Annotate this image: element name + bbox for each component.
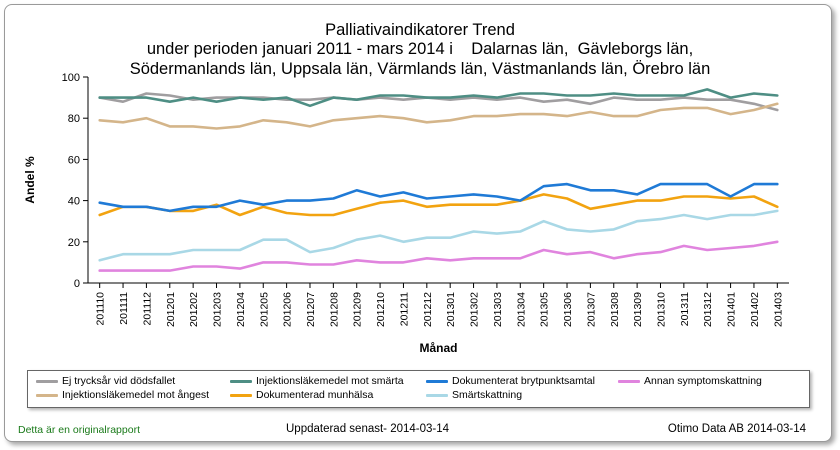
x-tick-label: 201110 <box>95 292 107 326</box>
y-tick-label: 100 <box>62 72 80 84</box>
x-tick-label: 201303 <box>492 292 504 327</box>
x-tick-label: 201112 <box>141 292 153 326</box>
legend-item-munhalsa: Dokumenterad munhälsa <box>230 389 373 401</box>
x-tick-label: 201308 <box>609 292 621 327</box>
x-tick-label: 201212 <box>422 292 434 327</box>
legend-label: Dokumenterad munhälsa <box>256 389 374 401</box>
x-tick-label: 201307 <box>585 292 597 327</box>
chart-title-line-3: Södermanlands län, Uppsala län, Värmland… <box>129 60 711 78</box>
x-tick-label: 201111 <box>118 292 130 325</box>
legend-swatch <box>426 379 448 383</box>
y-tick-label: 40 <box>68 196 80 208</box>
series-line-6 <box>98 240 779 272</box>
legend-swatch <box>230 393 252 397</box>
x-axis-label: Månad <box>419 341 457 355</box>
x-tick-label: 201403 <box>772 292 784 327</box>
trend-chart: 0 20 40 60 80 100 201110 201111 201112 201201 2012… <box>23 72 789 355</box>
legend-label: Injektionsläkemedel mot ångest <box>62 389 210 401</box>
x-tick-label: 201401 <box>726 292 738 327</box>
x-tick-label: 201205 <box>258 292 270 327</box>
x-tick-label: 201302 <box>469 292 481 327</box>
x-tick-label: 201201 <box>165 292 177 327</box>
x-tick-label: 201211 <box>398 292 410 326</box>
x-tick-label: 201304 <box>515 292 527 327</box>
report-frame <box>4 4 832 442</box>
x-tick-label: 201306 <box>562 292 574 327</box>
legend-item-annan-symptom: Annan symptomskattning <box>618 375 762 387</box>
series-line-4 <box>98 182 779 213</box>
series-line-2 <box>98 88 779 108</box>
x-tick-label: 201305 <box>539 292 551 327</box>
footer-updated: Uppdaterad senast- 2014-03-14 <box>286 423 450 435</box>
legend-item-smartskattning: Smärtskattning <box>426 389 522 401</box>
legend-swatch <box>230 379 252 383</box>
y-tick-label: 60 <box>68 154 80 166</box>
x-tick-label: 201203 <box>212 292 224 327</box>
legend-swatch <box>426 393 448 397</box>
x-tick-label: 201301 <box>445 292 457 327</box>
legend-swatch <box>36 393 58 397</box>
y-tick-label: 80 <box>68 113 80 125</box>
x-tick-label: 201210 <box>375 292 387 327</box>
legend-item-injektion-smarta: Injektionsläkemedel mot smärta <box>230 375 404 387</box>
series-line-1 <box>98 102 779 130</box>
legend-item-injektion-angest: Injektionsläkemedel mot ångest <box>36 389 209 401</box>
x-tick-label: 201312 <box>702 292 714 327</box>
chart-title-line-1: Palliativaindikatorer Trend <box>325 21 515 39</box>
legend-label: Injektionsläkemedel mot smärta <box>256 375 404 387</box>
legend-label: Annan symptomskattning <box>644 375 762 387</box>
legend-item-brytpunktsamtal: Dokumenterat brytpunktsamtal <box>426 375 595 387</box>
y-tick-label: 0 <box>74 278 80 290</box>
x-tick-label: 201402 <box>749 292 761 327</box>
y-axis-label: Andel % <box>23 156 37 204</box>
legend-label: Dokumenterat brytpunktsamtal <box>452 375 595 387</box>
series-line-5 <box>98 209 779 262</box>
x-tick-label: 201209 <box>352 292 364 327</box>
chart-title-line-2: under perioden januari 2011 - mars 2014 … <box>146 40 694 58</box>
x-tick-label: 201310 <box>655 292 667 327</box>
footer-company: Otimo Data AB 2014-03-14 <box>667 423 806 435</box>
legend-swatch <box>618 379 640 383</box>
x-tick-label: 201207 <box>305 292 317 327</box>
y-tick-label: 20 <box>68 237 80 249</box>
legend-swatch <box>36 379 58 383</box>
legend-label: Smärtskattning <box>452 389 523 401</box>
x-tick-label: 201208 <box>328 292 340 327</box>
x-tick-label: 201204 <box>235 292 247 327</box>
chart-legend: Ej trycksår vid dödsfallet Injektionsläk… <box>27 370 810 408</box>
x-tick-label: 201311 <box>679 292 691 326</box>
x-tick-label: 201309 <box>632 292 644 327</box>
footer-original-report: Detta är en originalrapport <box>18 424 140 436</box>
legend-item-ej-trycksar: Ej trycksår vid dödsfallet <box>36 375 175 387</box>
x-tick-label: 201206 <box>282 292 294 327</box>
legend-label: Ej trycksår vid dödsfallet <box>62 375 176 387</box>
x-tick-label: 201202 <box>188 292 200 327</box>
